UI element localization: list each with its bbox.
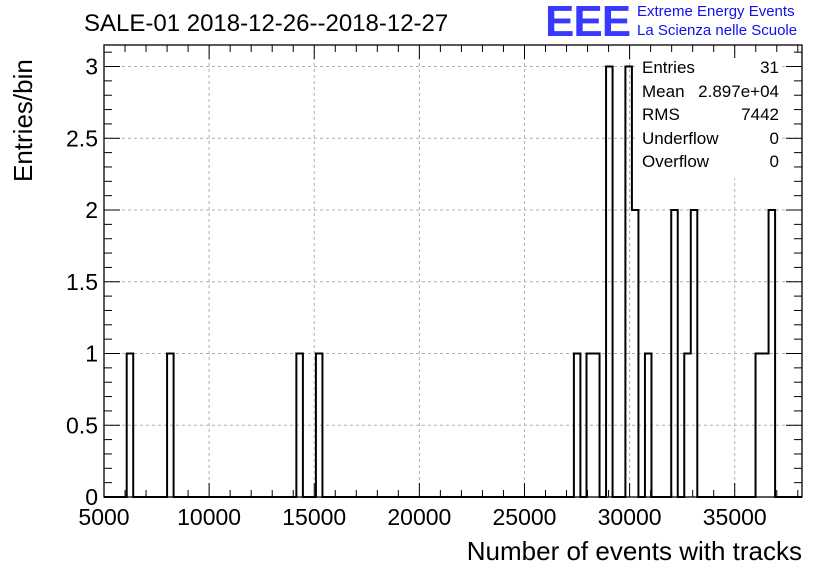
histogram-bin <box>127 354 134 497</box>
x-tick-label: 5000 <box>78 504 129 530</box>
x-tick-label: 20000 <box>387 504 451 530</box>
stats-box: Entries 31 Mean 2.897e+04 RMS 7442 Under… <box>636 58 781 178</box>
histogram-bin <box>632 210 639 497</box>
histogram-bin <box>684 354 691 497</box>
stats-value: 31 <box>760 58 779 77</box>
histogram-bin <box>593 354 600 497</box>
stats-label: Entries <box>642 58 695 77</box>
histogram-bin <box>606 67 613 497</box>
stats-value: 7442 <box>741 105 779 125</box>
x-tick-label: 25000 <box>492 504 556 530</box>
stats-box-bg <box>636 58 782 178</box>
y-tick-label: 0 <box>85 484 98 510</box>
x-tick-label: 15000 <box>282 504 346 530</box>
histogram-bin <box>574 354 581 497</box>
stats-row-overflow: Overflow 0 <box>636 152 781 176</box>
x-tick-label: 10000 <box>177 504 241 530</box>
histogram-bin <box>316 354 323 497</box>
eee-logo: EEE <box>545 0 631 46</box>
x-tick-label: 30000 <box>598 504 662 530</box>
stats-row-entries: Entries 31 <box>636 58 781 82</box>
y-axis-label: Entries/bin <box>8 59 38 182</box>
histogram-bin <box>671 210 678 497</box>
stats-value: 2.897e+04 <box>698 81 779 101</box>
x-axis-label: Number of events with tracks <box>466 536 802 566</box>
histogram-bin <box>762 354 769 497</box>
y-tick-label: 1 <box>85 341 98 367</box>
histogram-bin <box>167 354 174 497</box>
stats-label: Overflow <box>642 152 710 172</box>
stats-label: Mean <box>642 81 685 101</box>
y-tick-label: 0.5 <box>66 412 98 438</box>
stats-row-underflow: Underflow 0 <box>636 129 781 153</box>
histogram-bin <box>645 354 652 497</box>
histogram-bin <box>756 354 763 497</box>
stats-label: RMS <box>642 105 680 125</box>
eee-logo-text: Extreme Energy Events La Scienza nelle S… <box>637 2 797 40</box>
stats-label: Underflow <box>642 128 719 148</box>
stats-row-mean: Mean 2.897e+04 <box>636 82 781 106</box>
logo-line-2: La Scienza nelle Scuole <box>637 22 798 39</box>
chart-title: SALE-01 2018-12-26--2018-12-27 <box>84 10 449 37</box>
logo-line-1: Extreme Energy Events <box>637 3 795 20</box>
stats-value: 0 <box>769 128 779 148</box>
histogram-bin <box>769 210 776 497</box>
histogram-bin <box>296 354 303 497</box>
y-tick-label: 1.5 <box>66 269 98 295</box>
histogram-bin <box>625 67 632 497</box>
y-tick-label: 2.5 <box>66 125 98 151</box>
y-tick-label: 3 <box>85 54 98 80</box>
x-tick-label: 35000 <box>703 504 767 530</box>
stats-row-rms: RMS 7442 <box>636 105 781 129</box>
histogram-line <box>104 65 802 498</box>
histogram-bin <box>587 354 594 497</box>
y-tick-label: 2 <box>85 197 98 223</box>
histogram-bin <box>691 210 698 497</box>
stats-value: 0 <box>769 152 779 172</box>
